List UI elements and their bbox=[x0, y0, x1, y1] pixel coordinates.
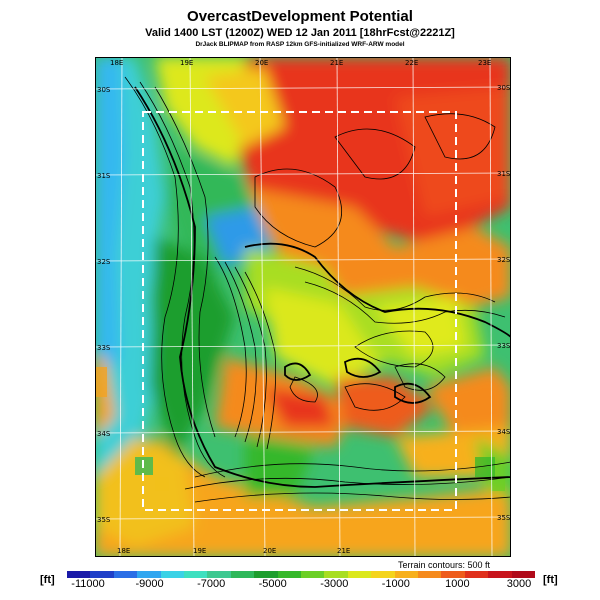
chart-title: OvercastDevelopment Potential bbox=[187, 8, 413, 25]
lon-label-top: 19E bbox=[180, 59, 193, 67]
lon-label-top: 22E bbox=[405, 59, 418, 67]
colorbar-swatch bbox=[184, 571, 208, 578]
lon-label-top: 18E bbox=[110, 59, 123, 67]
inner-domain-box bbox=[142, 111, 457, 511]
field-shading bbox=[95, 57, 511, 557]
lon-label-bottom: 18E bbox=[117, 547, 130, 555]
lon-label-top: 21E bbox=[330, 59, 343, 67]
lon-label-top: 23E bbox=[478, 59, 491, 67]
colorbar-swatch bbox=[230, 571, 255, 578]
colorbar-tick-label: -5000 bbox=[258, 578, 287, 590]
colorbar-swatch bbox=[441, 571, 466, 578]
colorbar-swatch bbox=[207, 571, 232, 578]
colorbar-swatch bbox=[254, 571, 279, 578]
colorbar-swatch bbox=[160, 571, 185, 578]
colorbar bbox=[67, 571, 536, 578]
colorbar-tick-label: -3000 bbox=[320, 578, 349, 590]
colorbar-swatch bbox=[511, 571, 536, 578]
lat-labels-right: 30S 31S 32S 33S 34S 35S bbox=[497, 84, 511, 522]
colorbar-tick-label: 3000 bbox=[506, 578, 532, 590]
map-frame bbox=[95, 57, 511, 557]
lat-label-left: 32S bbox=[97, 258, 111, 266]
valid-time-subtitle: Valid 1400 LST (1200Z) WED 12 Jan 2011 [… bbox=[145, 27, 455, 39]
colorbar-unit-left: [ft] bbox=[40, 574, 55, 586]
colorbar-swatch bbox=[113, 571, 138, 578]
lon-label-bottom: 20E bbox=[263, 547, 276, 555]
lat-label-right: 32S bbox=[497, 256, 511, 264]
colorbar-swatch bbox=[277, 571, 302, 578]
colorbar-swatch bbox=[67, 571, 91, 578]
lat-label-right: 33S bbox=[497, 342, 511, 350]
lon-label-top: 20E bbox=[255, 59, 268, 67]
lat-label-right: 35S bbox=[497, 514, 511, 522]
lon-labels-bottom: 18E 19E 20E 21E bbox=[117, 547, 350, 555]
colorbar-unit-right: [ft] bbox=[543, 574, 558, 586]
terrain-contour-note: Terrain contours: 500 ft bbox=[398, 560, 491, 570]
colorbar-swatch bbox=[324, 571, 349, 578]
colorbar-swatch bbox=[371, 571, 396, 578]
lat-label-right: 34S bbox=[497, 428, 511, 436]
lat-label-left: 31S bbox=[97, 172, 111, 180]
colorbar-swatch bbox=[137, 571, 162, 578]
lon-labels-top: 18E 19E 20E 21E 22E 23E bbox=[110, 59, 491, 67]
lat-label-right: 30S bbox=[497, 84, 511, 92]
lat-labels-left: 30S 31S 32S 33S 34S 35S bbox=[97, 86, 111, 524]
forecast-map-svg: 18E 19E 20E 21E 22E 23E 18E 19E 20E 21E … bbox=[95, 57, 511, 557]
lon-label-bottom: 21E bbox=[337, 547, 350, 555]
colorbar-tick-label: -11000 bbox=[71, 578, 105, 590]
lat-label-left: 35S bbox=[97, 516, 111, 524]
latlon-grid bbox=[95, 57, 511, 557]
colorbar-swatch bbox=[90, 571, 115, 578]
colorbar-swatch bbox=[347, 571, 372, 578]
lon-label-bottom: 19E bbox=[193, 547, 206, 555]
field-blocks bbox=[95, 367, 505, 491]
lat-label-left: 30S bbox=[97, 86, 111, 94]
colorbar-tick-label: -7000 bbox=[197, 578, 226, 590]
forecast-map: 18E 19E 20E 21E 22E 23E 18E 19E 20E 21E … bbox=[95, 57, 511, 557]
colorbar-tick-label: -1000 bbox=[381, 578, 410, 590]
colorbar-swatch bbox=[418, 571, 442, 578]
model-info-line: DrJack BLIPMAP from RASP 12km GFS-initia… bbox=[195, 41, 405, 48]
colorbar-swatch bbox=[464, 571, 489, 578]
lat-label-left: 33S bbox=[97, 344, 111, 352]
terrain-contours bbox=[124, 76, 511, 503]
colorbar-swatch bbox=[394, 571, 419, 578]
lat-label-right: 31S bbox=[497, 170, 511, 178]
colorbar-swatch bbox=[488, 571, 513, 578]
colorbar-tick-label: 1000 bbox=[445, 578, 470, 590]
colorbar-swatch bbox=[301, 571, 325, 578]
colorbar-tick-label: -9000 bbox=[135, 578, 164, 590]
lat-label-left: 34S bbox=[97, 430, 111, 438]
